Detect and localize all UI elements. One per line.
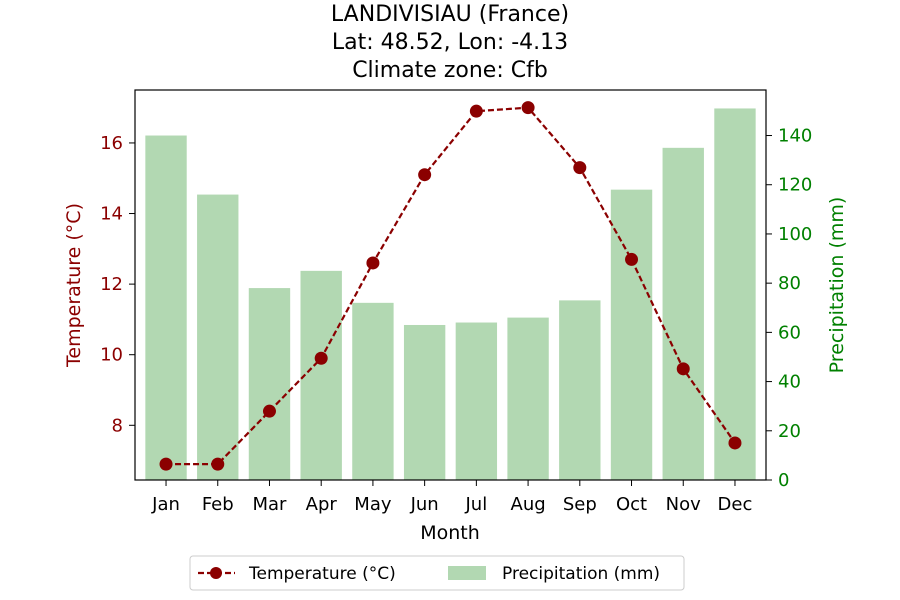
precipitation-bar-may xyxy=(352,302,394,480)
legend-frame xyxy=(189,555,685,591)
precipitation-bar-oct xyxy=(610,189,653,480)
chart-title: LANDIVISIAU (France) Lat: 48.52, Lon: -4… xyxy=(331,2,569,83)
chart-title-line-3: Climate zone: Cfb xyxy=(352,58,548,83)
precipitation-bar-apr xyxy=(300,270,342,480)
precipitation-bar-feb xyxy=(197,194,239,480)
x-tick-label: Oct xyxy=(616,494,647,515)
precipitation-bar-mar xyxy=(248,288,291,480)
left-tick-label: 16 xyxy=(100,133,123,154)
precipitation-bar-nov xyxy=(662,147,704,480)
right-tick-label: 0 xyxy=(778,470,789,491)
right-tick-label: 120 xyxy=(778,175,812,196)
legend-precipitation-label: Precipitation (mm) xyxy=(502,564,660,584)
x-tick-label: Jul xyxy=(465,494,488,515)
left-tick-label: 14 xyxy=(100,204,123,225)
precipitation-bar-jul xyxy=(455,322,498,480)
right-tick-label: 140 xyxy=(778,126,812,147)
temperature-point-nov xyxy=(676,362,690,376)
left-tick-label: 10 xyxy=(100,345,123,366)
temperature-line-path xyxy=(166,106,736,466)
right-tick-label: 80 xyxy=(778,273,801,294)
plot-frame xyxy=(134,89,767,481)
left-y-axis: 8 10 12 14 16 xyxy=(100,133,135,436)
chart-title-line-2: Lat: 48.52, Lon: -4.13 xyxy=(332,30,568,55)
left-tick-label: 8 xyxy=(112,415,123,436)
temperature-point-jun xyxy=(418,168,432,182)
temperature-line xyxy=(159,101,742,471)
x-axis: Jan Feb Mar Apr May Jun Jul Aug Sep Oct Nov Dec xyxy=(151,480,752,515)
right-tick-label: 60 xyxy=(778,322,801,343)
chart-title-line-1: LANDIVISIAU (France) xyxy=(331,2,569,27)
left-y-axis-label: Temperature (°C) xyxy=(63,203,85,368)
x-tick-label: Feb xyxy=(202,494,234,515)
precipitation-bar-aug xyxy=(507,317,549,480)
right-y-axis-label: Precipitation (mm) xyxy=(826,197,848,374)
precipitation-bar-dec xyxy=(714,108,756,481)
temperature-point-feb xyxy=(211,457,225,471)
precipitation-bar-sep xyxy=(559,300,601,480)
x-tick-label: Apr xyxy=(306,494,338,515)
precipitation-bars xyxy=(145,108,756,481)
x-tick-label: Nov xyxy=(666,494,701,515)
x-tick-label: Dec xyxy=(718,494,753,515)
x-tick-label: Jan xyxy=(151,494,180,515)
x-tick-label: Mar xyxy=(252,494,287,515)
temperature-point-dec xyxy=(728,436,742,450)
temperature-point-sep xyxy=(573,161,587,175)
right-y-axis: 0 20 40 60 80 100 120 140 xyxy=(766,126,812,491)
x-tick-label: Jun xyxy=(410,494,439,515)
x-axis-label: Month xyxy=(420,522,480,544)
legend: Temperature (°C) Precipitation (mm) xyxy=(189,555,685,591)
legend-precipitation-swatch xyxy=(448,566,486,580)
right-tick-label: 40 xyxy=(778,372,801,393)
temperature-point-oct xyxy=(625,252,639,266)
x-tick-label: Sep xyxy=(563,494,597,515)
right-tick-label: 100 xyxy=(778,224,812,245)
temperature-point-jan xyxy=(159,457,173,471)
left-tick-label: 12 xyxy=(100,274,123,295)
temperature-point-may xyxy=(366,256,380,270)
precipitation-bar-jun xyxy=(403,324,446,480)
x-tick-label: May xyxy=(354,494,392,515)
temperature-point-aug xyxy=(521,101,535,115)
right-tick-label: 20 xyxy=(778,421,801,442)
legend-temperature-label: Temperature (°C) xyxy=(248,564,396,584)
precipitation-bar-jan xyxy=(145,135,187,480)
temperature-point-jul xyxy=(469,104,483,118)
temperature-point-apr xyxy=(314,351,328,365)
legend-temperature-marker-swatch xyxy=(210,567,222,579)
temperature-point-mar xyxy=(262,404,276,418)
x-tick-label: Aug xyxy=(511,494,546,515)
